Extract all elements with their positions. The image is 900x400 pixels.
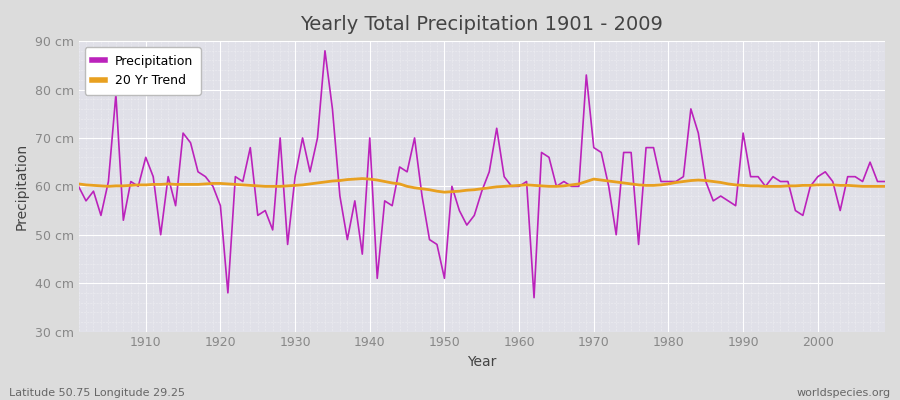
Text: worldspecies.org: worldspecies.org xyxy=(796,388,891,398)
20 Yr Trend xyxy=(73,182,84,186)
Legend: Precipitation, 20 Yr Trend: Precipitation, 20 Yr Trend xyxy=(85,47,201,95)
20 Yr Trend xyxy=(342,177,353,182)
20 Yr Trend xyxy=(879,184,890,189)
20 Yr Trend xyxy=(528,183,539,188)
Precipitation xyxy=(133,184,144,189)
Precipitation xyxy=(73,184,84,189)
20 Yr Trend xyxy=(439,190,450,194)
20 Yr Trend xyxy=(297,182,308,187)
20 Yr Trend xyxy=(618,180,629,185)
Text: Latitude 50.75 Longitude 29.25: Latitude 50.75 Longitude 29.25 xyxy=(9,388,185,398)
Precipitation xyxy=(618,150,629,155)
20 Yr Trend xyxy=(133,182,144,187)
Precipitation xyxy=(879,179,890,184)
20 Yr Trend xyxy=(521,182,532,187)
Precipitation xyxy=(528,295,539,300)
Line: 20 Yr Trend: 20 Yr Trend xyxy=(78,179,885,192)
Line: Precipitation: Precipitation xyxy=(78,51,885,298)
Precipitation xyxy=(521,179,532,184)
Precipitation xyxy=(297,136,308,140)
Precipitation xyxy=(320,48,330,53)
Precipitation xyxy=(349,198,360,203)
X-axis label: Year: Year xyxy=(467,355,497,369)
Y-axis label: Precipitation: Precipitation xyxy=(15,143,29,230)
20 Yr Trend xyxy=(357,176,368,181)
Precipitation xyxy=(514,184,525,189)
Title: Yearly Total Precipitation 1901 - 2009: Yearly Total Precipitation 1901 - 2009 xyxy=(301,15,663,34)
